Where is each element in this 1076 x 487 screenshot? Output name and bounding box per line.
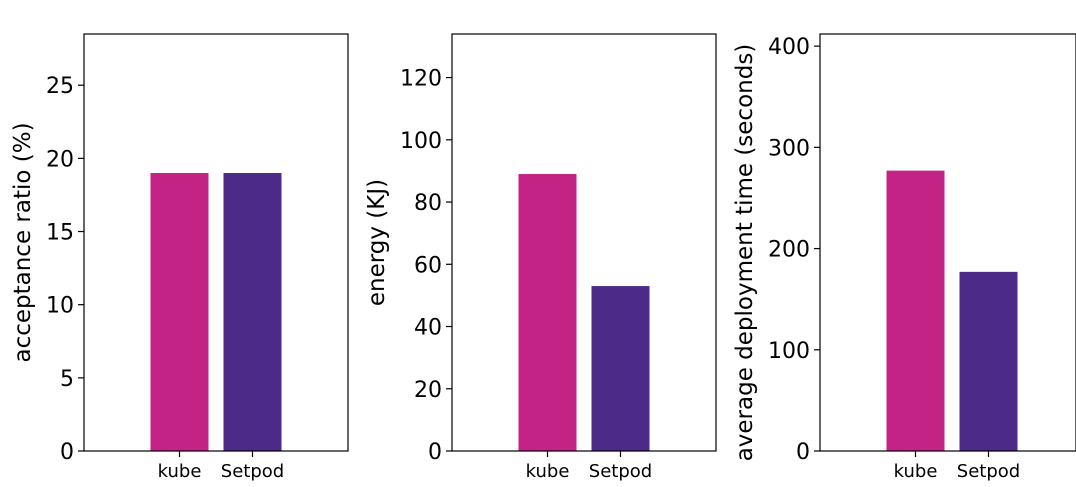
acceptance-ratio-ytick-label: 0	[60, 440, 74, 465]
deployment-time-ytick-label: 100	[768, 339, 810, 364]
energy-panel: 0 20 40 60 80 100 120 kube Setpod energy (KJ)	[364, 33, 717, 482]
deployment-time-xtick-label-setpod: Setpod	[957, 461, 1020, 482]
acceptance-ratio-xtick-label-kube: kube	[158, 461, 202, 482]
energy-bar-kube	[518, 174, 577, 452]
deployment-time-ytick-label: 400	[768, 35, 810, 60]
deployment-time-ytick-label: 200	[768, 238, 810, 263]
acceptance-ratio-panel: 0 5 10 15 20 25 kube Setpod acceptance ratio (%)	[10, 33, 349, 482]
energy-xtick-label-setpod: Setpod	[589, 461, 652, 482]
energy-ytick-label: 40	[414, 316, 442, 341]
energy-bar-setpod	[591, 286, 650, 451]
energy-ytick-label: 100	[400, 129, 442, 154]
acceptance-ratio-bar-setpod	[223, 173, 282, 451]
acceptance-ratio-ytick-label: 20	[46, 147, 74, 172]
deployment-time-ytick-label: 300	[768, 136, 810, 161]
energy-ytick-label: 20	[414, 378, 442, 403]
deployment-time-ylabel: average deployment time (seconds)	[732, 44, 758, 462]
deployment-time-bar-kube	[886, 170, 945, 451]
acceptance-ratio-axes-frame	[83, 33, 349, 452]
energy-ytick-label: 80	[414, 191, 442, 216]
acceptance-ratio-ytick-label: 5	[60, 367, 74, 392]
energy-axes-frame	[451, 33, 717, 452]
deployment-time-bar-setpod	[959, 271, 1018, 451]
energy-ytick-label: 120	[400, 67, 442, 92]
acceptance-ratio-ytick-label: 10	[46, 294, 74, 319]
energy-xtick-label-kube: kube	[526, 461, 570, 482]
deployment-time-axes-frame	[819, 33, 1076, 452]
acceptance-ratio-ytick-label: 25	[46, 74, 74, 99]
acceptance-ratio-ytick-label: 15	[46, 221, 74, 246]
energy-ytick-label: 60	[414, 253, 442, 278]
acceptance-ratio-ylabel: acceptance ratio (%)	[10, 122, 36, 362]
energy-ylabel: energy (KJ)	[364, 179, 390, 306]
deployment-time-ytick-label: 0	[796, 440, 810, 465]
deployment-time-panel: 0 100 200 300 400 kube Setpod average deploymen…	[732, 33, 1076, 482]
acceptance-ratio-bar-kube	[150, 173, 209, 451]
acceptance-ratio-xtick-label-setpod: Setpod	[221, 461, 284, 482]
deployment-time-xtick-label-kube: kube	[894, 461, 938, 482]
energy-ytick-label: 0	[428, 440, 442, 465]
